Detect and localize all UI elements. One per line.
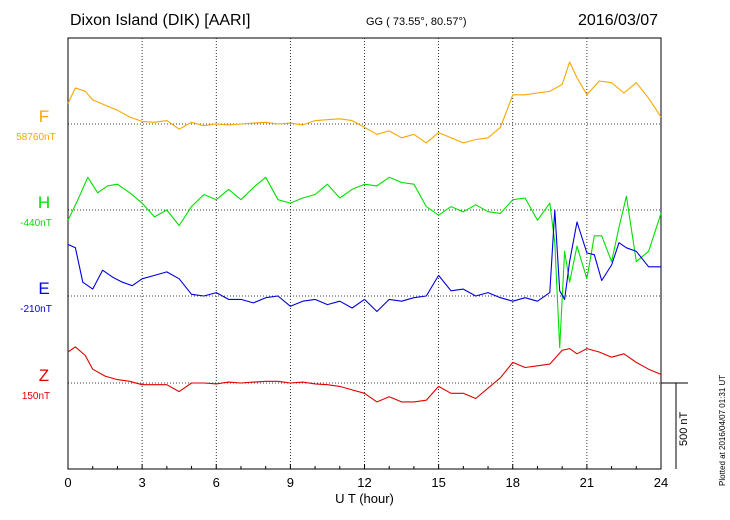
x-tick-label: 9 — [287, 475, 294, 490]
baseline-value-label: 150nT — [22, 391, 50, 402]
component-label: F — [39, 107, 49, 126]
component-label: H — [38, 193, 50, 212]
date-label: 2016/03/07 — [578, 12, 659, 29]
baseline-value-label: -210nT — [20, 304, 52, 315]
x-tick-label: 0 — [64, 475, 71, 490]
series-f-line — [67, 61, 662, 144]
geographic-coordinates: GG ( 73.55°, 80.57°) — [366, 16, 467, 28]
x-axis-label: U T (hour) — [335, 491, 394, 506]
scale-bar-label: 500 nT — [678, 411, 690, 446]
x-tick-label: 21 — [580, 475, 594, 490]
plotted-timestamp: Plotted at 2016/04/07 01:31 UT — [718, 374, 727, 486]
baseline-value-label: 58760nT — [16, 132, 55, 143]
x-tick-label: 18 — [506, 475, 520, 490]
x-tick-label: 6 — [213, 475, 220, 490]
series-h-line — [67, 176, 662, 349]
x-tick-label: 24 — [654, 475, 668, 490]
x-tick-label: 12 — [357, 475, 371, 490]
component-label: E — [38, 279, 49, 298]
x-tick-label: 3 — [139, 475, 146, 490]
series-e-line — [67, 209, 661, 313]
baseline-value-label: -440nT — [20, 218, 52, 229]
component-label: Z — [39, 366, 49, 385]
station-title: Dixon Island (DIK) [AARI] — [70, 12, 251, 29]
series-z-line — [67, 346, 662, 403]
x-tick-label: 15 — [431, 475, 445, 490]
